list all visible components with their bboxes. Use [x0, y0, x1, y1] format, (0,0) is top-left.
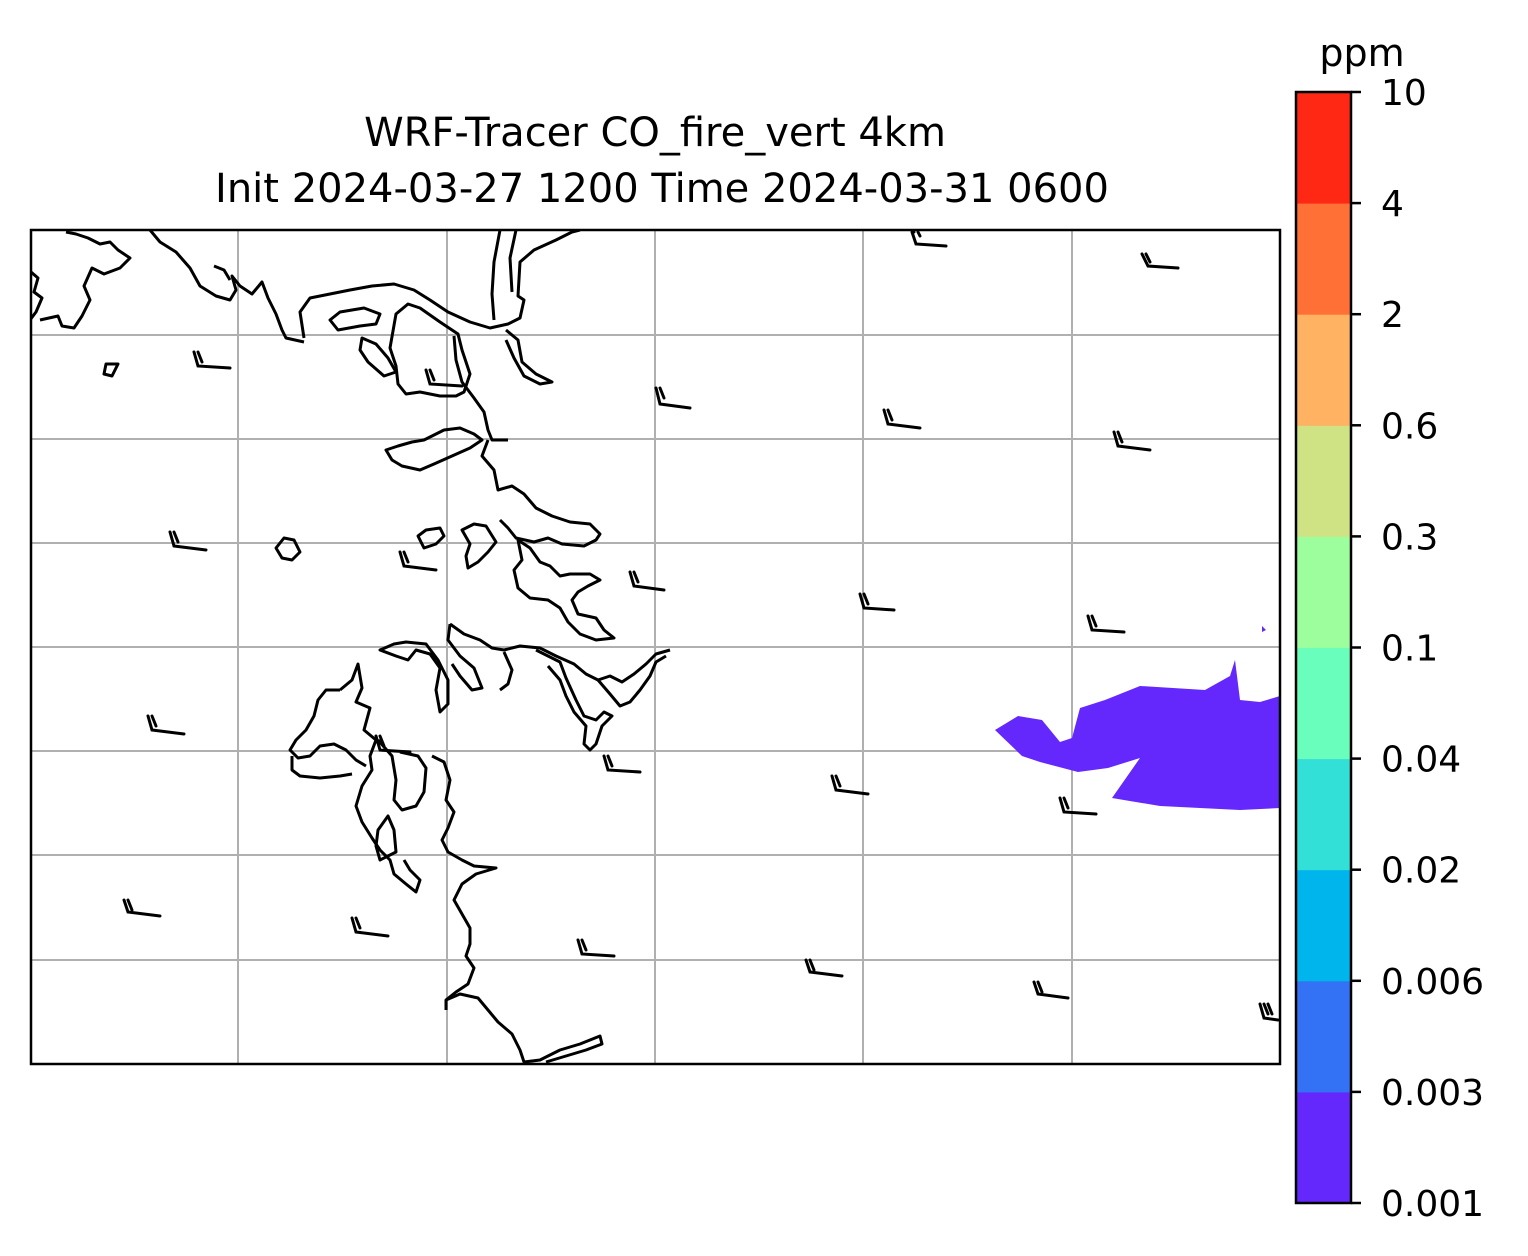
wind-barb-icon [858, 592, 896, 612]
colorbar-tick-label: 0.6 [1381, 406, 1438, 447]
colorbar-band [1296, 869, 1351, 982]
colorbar-band [1296, 92, 1351, 204]
colorbar-tick-label: 10 [1381, 73, 1427, 114]
wind-barb-icon [1058, 796, 1098, 816]
wind-barb-icon [1086, 614, 1126, 634]
colorbar-tick-label: 0.1 [1381, 629, 1438, 670]
wind-barb-icon [1140, 252, 1180, 270]
wind-barb-icon [1258, 1002, 1280, 1022]
wind-barb-icon [804, 958, 844, 978]
wind-barb-icon [882, 408, 922, 430]
wind-barb-icon [192, 350, 232, 370]
wind-barb-icon [910, 230, 948, 248]
colorbar-tick-label: 2 [1381, 295, 1404, 336]
colorbar-band [1296, 203, 1351, 315]
colorbar-ticks: 0.001 0.003 0.006 0.02 0.04 0.1 0.3 0.6 2 4 10 [1351, 73, 1484, 1225]
colorbar-band [1296, 314, 1351, 426]
colorbar-tick-label: 0.3 [1381, 517, 1438, 558]
wind-barb-icon [122, 898, 162, 918]
wind-barb-icon [168, 530, 208, 552]
colorbar-band [1296, 536, 1351, 648]
wind-barb-icon [576, 938, 616, 958]
wind-barb-icon [146, 714, 186, 736]
colorbar-tick-label: 0.006 [1381, 962, 1484, 1003]
wind-barb-icon [424, 368, 464, 388]
colorbar-tick-label: 0.04 [1381, 740, 1461, 781]
map-title-line-1: WRF-Tracer CO_fire_vert 4km [364, 110, 946, 156]
colorbar-tick-label: 0.003 [1381, 1073, 1484, 1114]
wind-barb-icon [398, 550, 438, 572]
wind-barb-icon [374, 734, 412, 754]
tracer-plume [995, 626, 1280, 810]
colorbar-bands [1296, 92, 1351, 1204]
colorbar-band [1296, 758, 1351, 871]
colorbar-unit-label: ppm [1319, 31, 1404, 75]
map-frame [29, 228, 1282, 1066]
colorbar-band [1296, 425, 1351, 537]
wind-barb-icon [654, 386, 692, 410]
colorbar-tick-label: 0.001 [1381, 1184, 1484, 1225]
wind-barb-icon [350, 916, 390, 938]
wind-barb-icon [830, 774, 870, 796]
coastlines [31, 230, 671, 1064]
colorbar-tick-label: 0.02 [1381, 851, 1461, 892]
colorbar: ppm 0.001 0.003 0.006 0.02 0.04 0.1 0.3 0.6 2 4 10 [1294, 31, 1484, 1225]
colorbar-band [1296, 647, 1351, 760]
colorbar-band [1296, 980, 1351, 1093]
colorbar-tick-label: 4 [1381, 184, 1404, 225]
wind-barb-icon [602, 754, 642, 774]
wind-barb-icon [1112, 430, 1152, 452]
map-title-line-2: Init 2024-03-27 1200 Time 2024-03-31 060… [215, 166, 1109, 212]
wind-barbs [122, 230, 1280, 1022]
wind-barb-icon [628, 570, 666, 592]
colorbar-band [1296, 1091, 1351, 1204]
map-panel [29, 228, 1282, 1066]
wind-barb-icon [1032, 980, 1070, 1000]
